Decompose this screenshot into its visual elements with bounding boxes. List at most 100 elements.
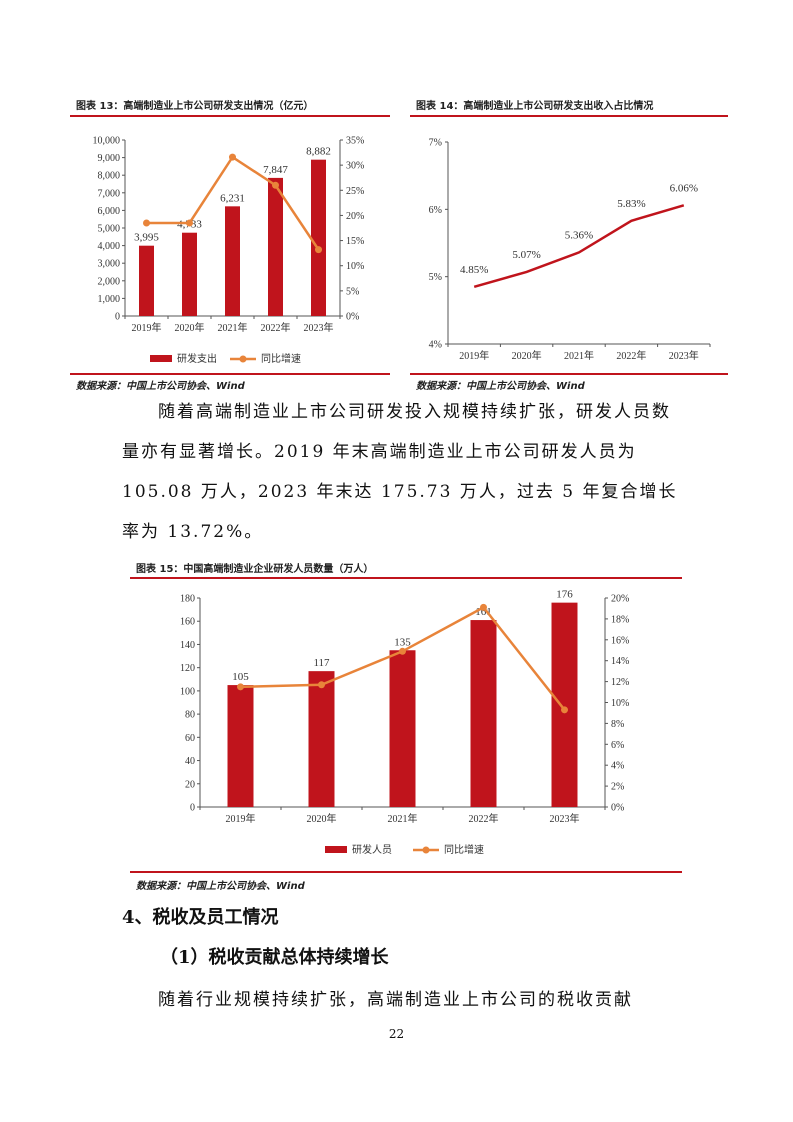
fig15-bar [227,685,254,807]
fig13-right-tick-label: 35% [346,136,364,147]
fig15-bar [551,602,578,807]
fig13-bar [311,159,326,316]
fig15-legend-swatch-bar [325,846,347,853]
figure-14-bottom-rule [410,373,728,375]
fig15-right-tick-label: 16% [611,635,629,646]
fig14-x-tick-label: 2021年 [564,349,594,362]
fig14-data-label: 5.07% [512,249,540,261]
fig15-growth-point [480,603,487,611]
fig13-right-tick-label: 30% [346,161,364,172]
fig15-right-tick-label: 2% [611,782,624,793]
fig14-x-tick-label: 2022年 [616,349,646,362]
fig15-right-tick-label: 20% [611,594,629,605]
fig13-left-tick-label: 2,000 [98,276,121,287]
fig15-x-tick-label: 2021年 [388,812,418,825]
fig13-left-tick-label: 7,000 [98,188,121,199]
fig15-x-tick-label: 2019年 [226,812,256,825]
fig13-left-tick-label: 8,000 [98,171,121,182]
fig15-left-tick-label: 180 [180,594,195,605]
fig15-bar [470,620,497,807]
fig15-right-tick-label: 0% [611,803,624,814]
fig14-y-tick-label: 7% [429,138,442,149]
fig13-right-tick-label: 0% [346,312,359,323]
fig13-left-tick-label: 4,000 [98,241,121,252]
fig13-growth-point [229,153,236,161]
fig13-data-label: 3,995 [134,232,159,244]
fig13-x-tick-label: 2019年 [132,321,162,334]
fig15-left-tick-label: 0 [190,803,195,814]
fig15-bar [389,650,416,807]
fig13-left-tick-label: 9,000 [98,153,121,164]
fig15-bar [308,671,335,807]
fig14-y-tick-label: 4% [429,340,442,351]
fig15-growth-point [237,683,244,691]
figure-15-source: 数据来源：中国上市公司协会、Wind [136,881,305,892]
fig14-data-label: 5.36% [565,229,593,241]
fig15-right-tick-label: 18% [611,614,629,625]
fig13-growth-point [315,246,322,254]
figure-13-top-rule [70,115,390,117]
fig14-data-label: 5.83% [617,198,645,210]
figure-13-chart: 0 1,000 2,000 3,000 4,000 5,000 6,000 7,000 8,00… [93,136,365,366]
fig15-growth-point [399,647,406,655]
fig15-left-tick-label: 40 [185,756,195,767]
fig13-x-tick-label: 2023年 [304,321,334,334]
fig13-growth-point [143,219,150,227]
fig15-right-tick-label: 12% [611,677,629,688]
figure-14-title: 图表 14：高端制造业上市公司研发支出收入占比情况 [416,101,654,112]
fig15-data-label: 117 [313,657,330,669]
fig13-right-tick-label: 25% [346,186,364,197]
fig13-left-tick-label: 3,000 [98,259,121,270]
page-number: 22 [388,1027,405,1041]
figure-15-chart: 0 20 40 60 80 100 120 140 160 180 0% 2% 4% 6% 8% 10% 12%… [180,589,629,856]
fig13-legend-label: 同比增速 [261,352,301,365]
fig13-data-label: 8,882 [306,146,331,158]
fig13-growth-point [186,219,193,227]
fig15-legend-swatch-point [422,846,430,854]
figure-15-title: 图表 15：中国高端制造业企业研发人员数量（万人） [136,564,374,575]
fig13-right-tick-label: 10% [346,261,364,272]
fig13-left-tick-label: 6,000 [98,206,121,217]
fig14-data-label: 6.06% [670,182,698,194]
figure-15-bottom-rule [130,871,682,873]
fig13-legend-swatch-bar [150,355,172,362]
fig15-left-tick-label: 160 [180,617,195,628]
fig14-x-tick-label: 2020年 [512,349,542,362]
body-paragraph-1: 随着高端制造业上市公司研发投入规模持续扩张，研发人员数量亦有显著增长。2019 … [122,402,678,542]
fig14-x-tick-label: 2019年 [459,349,489,362]
fig15-data-label: 135 [394,636,411,648]
fig15-growth-point [318,681,325,689]
fig13-left-tick-label: 1,000 [98,294,121,305]
figure-14-top-rule [410,115,728,117]
fig15-left-tick-label: 120 [180,663,195,674]
fig15-right-tick-label: 4% [611,761,624,772]
fig13-data-label: 6,231 [220,192,245,204]
fig13-growth-point [272,181,279,189]
fig15-right-tick-label: 10% [611,698,629,709]
figure-13-bottom-rule [70,373,390,375]
fig13-left-tick-label: 10,000 [93,136,121,147]
fig13-bar [268,177,283,316]
fig15-x-tick-label: 2020年 [307,812,337,825]
fig13-right-tick-label: 20% [346,211,364,222]
fig13-x-tick-label: 2021年 [218,321,248,334]
figure-13-source: 数据来源：中国上市公司协会、Wind [76,381,245,392]
fig15-left-tick-label: 140 [180,640,195,651]
fig15-left-tick-label: 60 [185,733,195,744]
figure-13-title: 图表 13：高端制造业上市公司研发支出情况（亿元） [76,101,314,112]
fig14-y-tick-label: 5% [429,272,442,283]
fig15-growth-point [561,706,568,714]
fig15-left-tick-label: 100 [180,686,195,697]
fig15-left-tick-label: 80 [185,710,195,721]
fig13-right-tick-label: 5% [346,286,359,297]
fig15-data-label: 105 [232,671,249,683]
fig14-data-label: 4.85% [460,264,488,276]
fig13-bar [182,232,197,316]
figure-14-source: 数据来源：中国上市公司协会、Wind [416,381,585,392]
figure-14-chart: 4% 5% 6% 7% 2019年 2020年 2021年 2022年 2023年 4.85% 5.… [429,138,711,362]
fig13-legend-label: 研发支出 [177,352,217,365]
fig13-left-tick-label: 0 [115,312,120,323]
figure-15-top-rule [130,577,682,579]
fig15-right-tick-label: 8% [611,719,624,730]
fig15-legend-label: 同比增速 [444,843,484,856]
